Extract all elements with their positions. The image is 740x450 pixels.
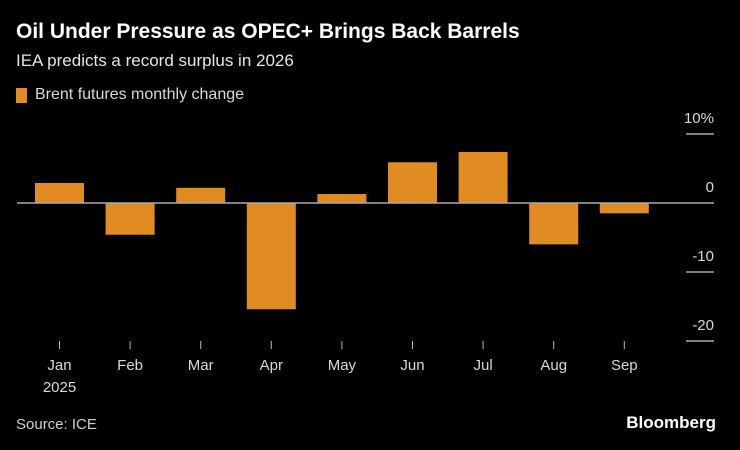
chart-title: Oil Under Pressure as OPEC+ Brings Back … xyxy=(16,20,520,43)
legend-swatch xyxy=(16,87,27,103)
source-note: Source: ICE xyxy=(16,416,97,433)
x-year-label: 2025 xyxy=(43,379,76,396)
x-tick-label: Apr xyxy=(260,357,283,374)
bar-jul xyxy=(458,151,508,203)
y-tick-label: -20 xyxy=(692,317,714,334)
legend-label: Brent futures monthly change xyxy=(35,86,245,103)
bar-feb xyxy=(105,203,155,235)
bloomberg-logo: Bloomberg xyxy=(626,413,716,432)
x-tick-label: May xyxy=(328,357,357,374)
bar-sep xyxy=(599,203,649,214)
bar-apr xyxy=(246,203,296,310)
bar-aug xyxy=(529,203,579,245)
x-tick-label: Jan xyxy=(47,357,71,374)
x-tick-label: Sep xyxy=(611,357,638,374)
legend: Brent futures monthly change xyxy=(16,86,244,104)
x-tick-label: Feb xyxy=(117,357,143,374)
bar-mar xyxy=(176,187,226,203)
bar-jan xyxy=(35,182,84,203)
bar-may xyxy=(317,194,367,203)
x-tick-label: Jul xyxy=(474,357,493,374)
x-tick-label: Jun xyxy=(400,357,424,374)
x-tick-label: Mar xyxy=(188,357,214,374)
x-tick-label: Aug xyxy=(540,357,567,374)
y-tick-label: 0 xyxy=(706,179,714,196)
y-tick-label: -10 xyxy=(692,248,714,265)
bar-jun xyxy=(388,162,437,203)
y-tick-label: 10% xyxy=(684,110,714,127)
chart-subtitle: IEA predicts a record surplus in 2026 xyxy=(16,51,294,70)
